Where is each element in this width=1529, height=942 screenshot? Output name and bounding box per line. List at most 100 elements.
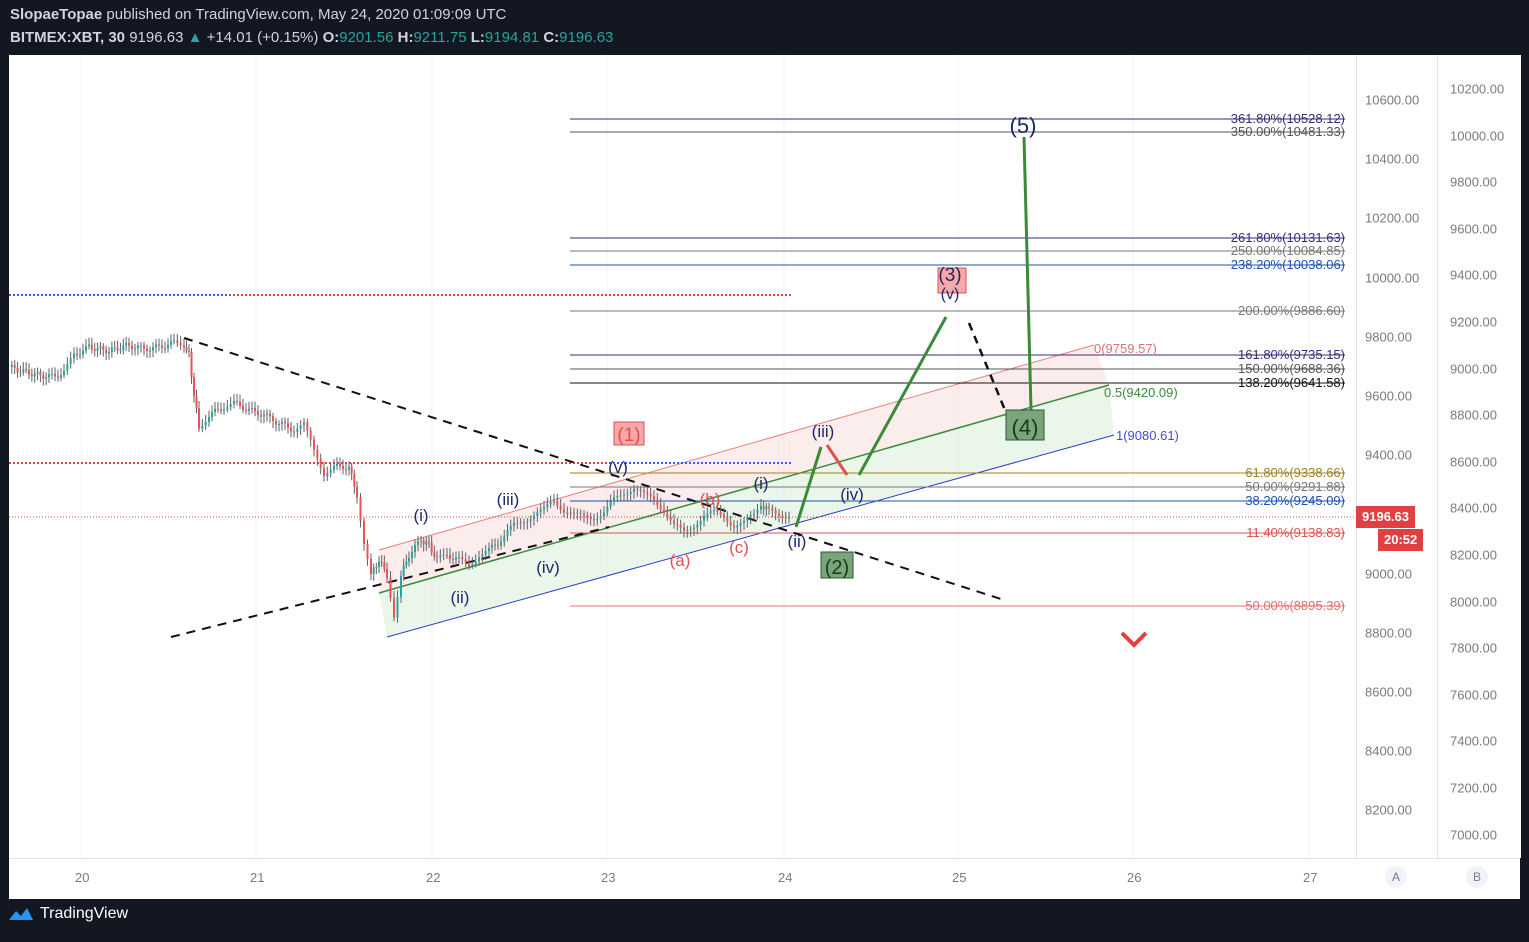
candle-body <box>666 512 669 518</box>
symbol-name[interactable]: BITMEX:XBT, 30 <box>10 29 126 46</box>
candle-body <box>140 345 142 347</box>
candle-body <box>13 364 16 368</box>
candle-body <box>455 557 457 560</box>
wave-iii-a-label[interactable]: (iii) <box>497 490 520 509</box>
price-scale-b-tick: 8200.00 <box>1450 547 1497 563</box>
candle-body <box>161 345 163 349</box>
candle-body <box>82 350 84 355</box>
price-scale-b-tick: 9400.00 <box>1450 267 1497 283</box>
candle-body <box>313 439 315 450</box>
candle-body <box>251 408 253 410</box>
wave-v-b-label[interactable]: (v) <box>941 286 960 303</box>
candle-body <box>686 529 689 531</box>
candle-body <box>784 517 787 519</box>
candle-body <box>281 422 283 424</box>
candle-body <box>198 408 200 429</box>
candle-body <box>491 544 493 548</box>
candle-body <box>753 513 755 516</box>
wave-1-label[interactable]: (1) <box>617 425 640 446</box>
candle-body <box>208 416 210 422</box>
wave-4-label[interactable]: (4) <box>1012 415 1039 440</box>
candle-body <box>158 344 160 346</box>
candle-body <box>613 497 615 502</box>
candle-body <box>468 562 470 566</box>
candle-body <box>519 522 522 524</box>
candle-body <box>366 543 369 559</box>
price-scale-a-tick: 8200.00 <box>1365 802 1412 818</box>
candle-body <box>566 512 569 514</box>
candle-body <box>699 520 702 525</box>
candle-body <box>329 469 332 474</box>
candle-body <box>425 541 428 545</box>
price-scale-b-tick: 7600.00 <box>1450 687 1497 703</box>
price-scale-b-tick: 7000.00 <box>1450 827 1497 843</box>
candle-body <box>683 527 685 531</box>
candle-body <box>643 490 645 493</box>
time-axis[interactable]: 20 21 22 23 24 25 26 27 <box>9 858 1356 899</box>
price-scale-a-tick: 10000.00 <box>1365 270 1420 286</box>
candle-body <box>478 557 480 562</box>
candle-body <box>333 465 335 470</box>
fib-extension[interactable]: 361.80%(10528.12)350.00%(10481.33) 261.80… <box>570 111 1345 613</box>
scale-button-a[interactable]: A <box>1385 866 1407 888</box>
candle-body <box>359 497 362 521</box>
fib-level-label: 350.00%(10481.33) <box>1231 124 1345 139</box>
brand[interactable]: TradingView <box>8 905 128 923</box>
price-scale-a[interactable]: 10600.00 10400.00 10200.00 10000.00 9800.00 9… <box>1356 55 1438 858</box>
wave-ii-b-label[interactable]: (ii) <box>788 532 807 551</box>
wave-ii-a-label[interactable]: (ii) <box>451 588 470 607</box>
channel-top-line <box>378 344 1095 551</box>
price-scale-a-tick: 8400.00 <box>1365 743 1412 759</box>
wave-iii-b-label[interactable]: (iii) <box>812 422 835 441</box>
price-scale-a-tick: 9000.00 <box>1365 566 1412 582</box>
candle-body <box>60 375 62 378</box>
price-scale-b[interactable]: 10200.00 10000.00 9800.00 9600.00 9400.00 920… <box>1437 55 1521 858</box>
wave-iv-a-label[interactable]: (iv) <box>536 558 560 577</box>
wave-v-a-label[interactable]: (v) <box>608 458 628 477</box>
candle-body <box>579 512 582 514</box>
chevron-down-icon[interactable] <box>1120 631 1148 648</box>
candle-body <box>63 370 65 376</box>
wave-2-label[interactable]: (2) <box>825 557 849 579</box>
candle-body <box>411 551 413 558</box>
wave-iv-b-label[interactable]: (iv) <box>840 485 864 504</box>
candle-body <box>188 350 190 353</box>
candle-body <box>226 406 229 410</box>
wave-i-a-label[interactable]: (i) <box>413 506 428 525</box>
candle-body <box>73 353 75 359</box>
candle-body <box>137 345 139 349</box>
candle-body <box>653 496 655 500</box>
candle-body <box>93 349 96 351</box>
wave-i-b-label[interactable]: (i) <box>753 474 768 493</box>
candle-body <box>211 412 213 417</box>
publisher-name[interactable]: SlopaeTopae <box>10 6 103 23</box>
chart-pane[interactable]: 361.80%(10528.12) 350.00%(10481.33) 261.80… <box>9 55 1356 858</box>
wave-5-label[interactable]: (5) <box>1010 113 1037 138</box>
channel-bottom-label: 1(9080.61) <box>1116 428 1179 443</box>
candle-body <box>128 343 130 346</box>
candle-body <box>639 489 642 491</box>
candle-body <box>623 494 625 496</box>
current-price-tag: 9196.63 <box>1356 506 1415 528</box>
candle-body <box>676 523 679 526</box>
candle-body <box>214 408 216 413</box>
wave-c-label[interactable]: (c) <box>729 538 749 557</box>
price-scale-a-tick: 10400.00 <box>1365 151 1420 167</box>
candle-body <box>380 561 383 563</box>
scale-button-b[interactable]: B <box>1466 866 1488 888</box>
channel-top-label: 0(9759.57) <box>1094 341 1157 356</box>
close-value: 9196.63 <box>559 29 614 46</box>
candle-body <box>233 400 235 404</box>
price-scale-b-tick: 10000.00 <box>1450 128 1505 144</box>
candle-body <box>176 340 179 343</box>
candle-body <box>619 495 622 497</box>
wave-3-label[interactable]: (3) <box>938 265 961 286</box>
candle-body <box>79 354 81 356</box>
wave-a-label[interactable]: (a) <box>670 551 691 570</box>
chart-canvas[interactable]: 361.80%(10528.12)350.00%(10481.33) 261.80… <box>9 55 1356 858</box>
wave-b-label[interactable]: (b) <box>700 490 721 509</box>
candle-body <box>633 488 635 492</box>
candle-body <box>589 517 592 520</box>
candle-body <box>729 522 732 526</box>
candle-body <box>576 512 579 514</box>
